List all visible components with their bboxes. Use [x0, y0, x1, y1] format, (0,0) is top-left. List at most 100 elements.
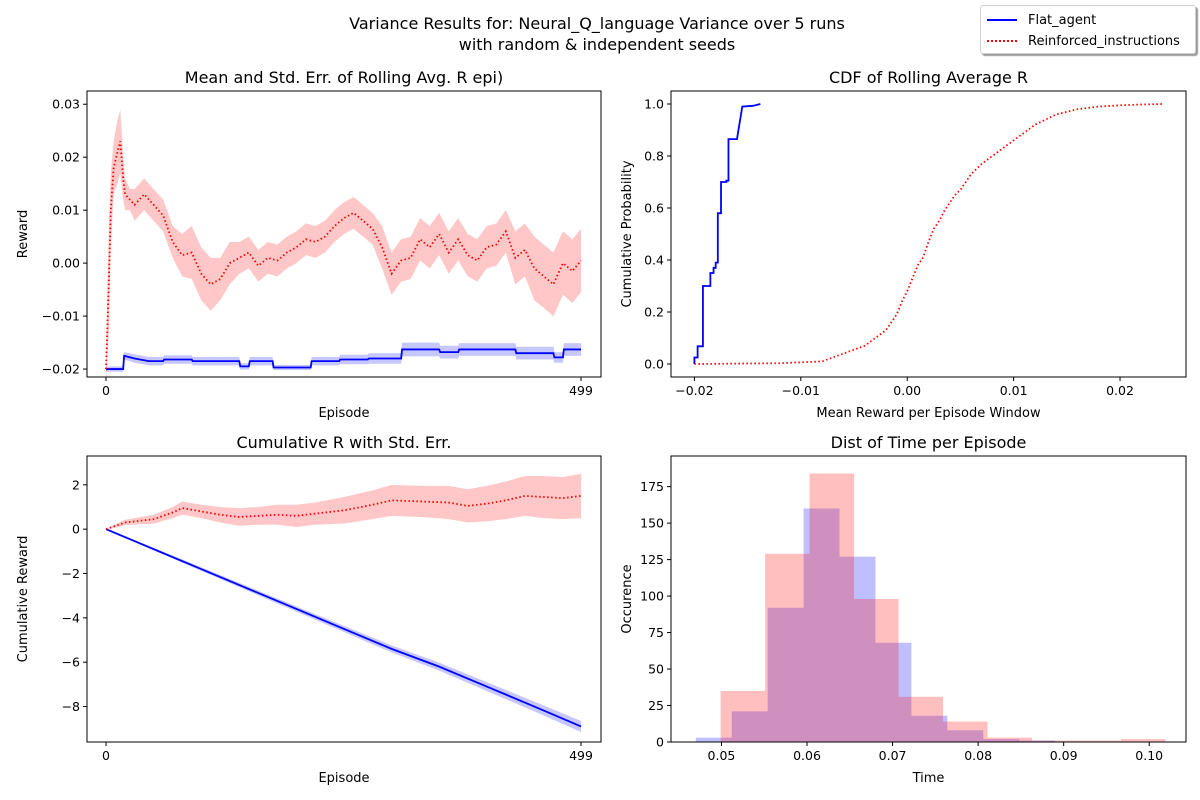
subplot-1-frame	[86, 90, 602, 378]
y-tick-label: 0.4	[644, 253, 664, 268]
hist-bar-reinforced-instructions	[1032, 740, 1077, 742]
y-tick-label: 0	[656, 735, 664, 750]
series-line-reinforced-instructions	[105, 495, 582, 531]
y-tick-label: 0.8	[644, 149, 664, 164]
x-axis-label: Episode	[318, 406, 369, 421]
hist-bar-flat-agent	[875, 642, 912, 742]
y-axis-label: Cumulative Probability	[620, 160, 635, 307]
subplot-3: Cumulative R with Std. Err. 0 499 −8 −6 −4 −2 0…	[16, 433, 602, 786]
suptitle-line-2: with random & independent seeds	[458, 35, 736, 54]
y-tick-label: −2	[62, 566, 80, 581]
suptitle-line-1: Variance Results for: Neural_Q_language …	[349, 14, 845, 33]
series-line-flat-agent	[105, 528, 582, 728]
subplot-4-title: Dist of Time per Episode	[831, 433, 1027, 452]
hist-bar-flat-agent	[695, 737, 732, 742]
hist-bar-flat-agent	[911, 715, 948, 742]
y-axis-label: Occurence	[620, 564, 635, 633]
y-axis-label: Cumulative Reward	[16, 536, 31, 663]
legend-item-reinforced-instructions: Reinforced_instructions	[987, 31, 1180, 51]
x-axis-label: Episode	[318, 771, 369, 786]
hist-bar-flat-agent	[947, 730, 984, 742]
y-tick-label: 0.03	[52, 97, 80, 112]
legend-label-reinforced-instructions: Reinforced_instructions	[1028, 33, 1180, 49]
y-tick-label: −4	[62, 610, 80, 625]
error-band-reinforced-instructions	[106, 473, 582, 530]
x-tick-label: −0.01	[782, 383, 820, 398]
x-tick-label: 0.10	[1135, 748, 1163, 763]
series-line-flat-agent	[693, 103, 761, 364]
y-tick-label: 50	[648, 662, 664, 677]
subplot-1: Mean and Std. Err. of Rolling Avg. R epi…	[16, 68, 602, 421]
x-tick-label: 0.09	[1050, 748, 1078, 763]
y-tick-label: 125	[640, 552, 664, 567]
subplot-4: Dist of Time per Episode 0.05 0.06 0.07 0.08…	[620, 433, 1187, 786]
hist-bar-reinforced-instructions	[898, 696, 944, 742]
x-tick-label: 0	[102, 383, 110, 398]
error-band-flat-agent	[106, 342, 582, 372]
x-axis-label: Time	[912, 771, 945, 786]
legend-swatch-reinforced-instructions	[987, 40, 1017, 42]
legend-swatch-flat-agent	[987, 19, 1017, 21]
y-tick-label: −8	[62, 699, 80, 714]
series-line-reinforced-instructions	[105, 141, 582, 370]
y-tick-label: 0.6	[644, 201, 664, 216]
y-tick-label: 0.00	[52, 256, 80, 271]
figure-legend: Flat_agent Reinforced_instructions	[980, 5, 1196, 54]
subplot-2: CDF of Rolling Average R −0.02 −0.01 0.00 0.…	[620, 68, 1187, 421]
x-tick-label: 0.07	[879, 748, 907, 763]
hist-bar-reinforced-instructions	[1076, 740, 1121, 742]
y-tick-label: −0.01	[42, 309, 80, 324]
subplot-3-title: Cumulative R with Std. Err.	[237, 433, 452, 452]
y-tick-label: 175	[640, 479, 664, 494]
series-line-reinforced-instructions	[694, 103, 1163, 365]
x-tick-label: 0.08	[964, 748, 992, 763]
y-tick-label: 150	[640, 516, 664, 531]
x-tick-label: 499	[569, 383, 593, 398]
y-tick-label: −6	[62, 655, 80, 670]
subplot-3-data	[105, 473, 582, 733]
x-axis-label: Mean Reward per Episode Window	[816, 406, 1041, 421]
x-tick-label: 0.05	[708, 748, 736, 763]
legend-item-flat-agent: Flat_agent	[987, 10, 1096, 30]
x-tick-label: 0.06	[793, 748, 821, 763]
subplot-2-frame	[670, 90, 1187, 378]
y-tick-label: 2	[72, 477, 80, 492]
x-tick-label: −0.02	[675, 383, 713, 398]
y-tick-label: 1.0	[644, 97, 664, 112]
y-tick-label: −0.02	[42, 362, 80, 377]
hist-bar-flat-agent	[803, 508, 840, 742]
hist-bar-reinforced-instructions	[1120, 739, 1166, 742]
hist-bar-reinforced-instructions	[987, 737, 1033, 742]
hist-bar-reinforced-instructions	[809, 473, 855, 742]
y-tick-label: 75	[648, 625, 664, 640]
y-tick-label: 0	[72, 522, 80, 537]
error-band-reinforced-instructions	[106, 109, 582, 377]
y-tick-label: 100	[640, 589, 664, 604]
x-tick-label: 499	[569, 748, 593, 763]
hist-bar-reinforced-instructions	[854, 599, 899, 742]
hist-bar-flat-agent	[983, 739, 1020, 742]
series-line-flat-agent	[106, 348, 582, 370]
subplot-4-data	[695, 473, 1166, 742]
y-tick-label: 0.02	[52, 150, 80, 165]
legend-label-flat-agent: Flat_agent	[1028, 12, 1097, 28]
x-tick-label: 0.02	[1106, 383, 1134, 398]
subplot-3-frame	[86, 455, 602, 743]
y-tick-label: 0.0	[644, 357, 664, 372]
subplot-2-data	[693, 103, 1163, 365]
hist-bar-flat-agent	[731, 711, 768, 742]
hist-bar-reinforced-instructions	[720, 690, 766, 742]
x-tick-label: 0	[102, 748, 110, 763]
figure-suptitle: Variance Results for: Neural_Q_language …	[0, 13, 1194, 55]
subplot-2-title: CDF of Rolling Average R	[829, 68, 1028, 87]
y-tick-label: 25	[648, 698, 664, 713]
hist-bar-reinforced-instructions	[943, 721, 988, 742]
hist-bar-flat-agent	[1019, 740, 1056, 742]
subplot-4-frame	[670, 455, 1187, 743]
y-tick-label: 0.01	[52, 203, 80, 218]
y-tick-label: 0.2	[644, 305, 664, 320]
subplot-1-data	[105, 109, 582, 377]
hist-bar-reinforced-instructions	[765, 553, 810, 742]
x-tick-label: 0.00	[893, 383, 921, 398]
